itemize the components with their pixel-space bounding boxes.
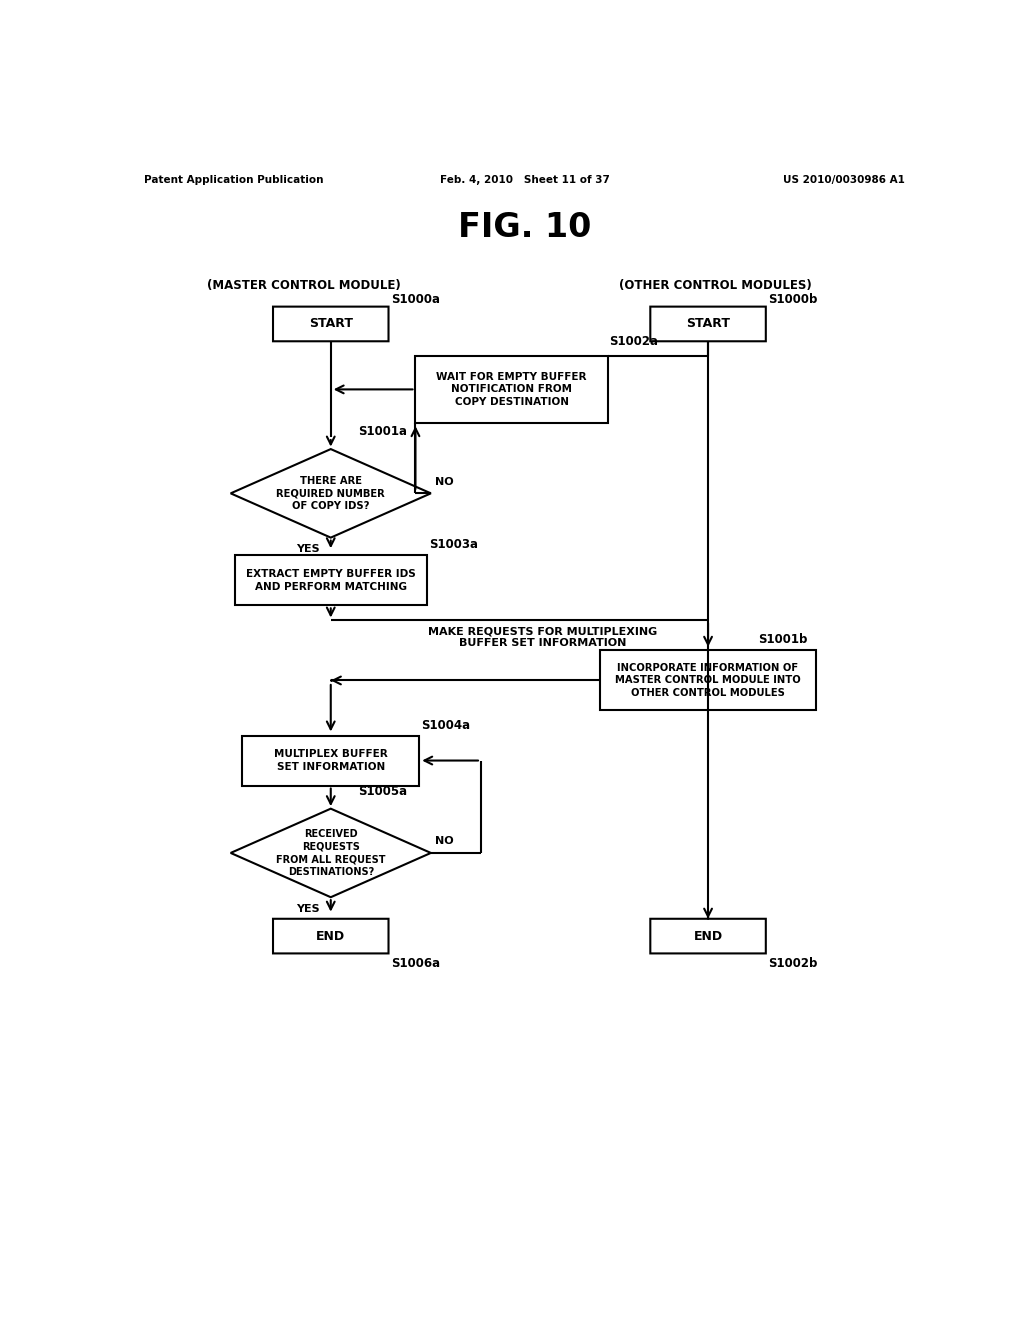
Polygon shape xyxy=(230,449,431,537)
FancyBboxPatch shape xyxy=(273,306,388,342)
Text: S1001b: S1001b xyxy=(758,634,808,647)
Text: START: START xyxy=(686,317,730,330)
Text: EXTRACT EMPTY BUFFER IDS
AND PERFORM MATCHING: EXTRACT EMPTY BUFFER IDS AND PERFORM MAT… xyxy=(246,569,416,591)
Text: INCORPORATE INFORMATION OF
MASTER CONTROL MODULE INTO
OTHER CONTROL MODULES: INCORPORATE INFORMATION OF MASTER CONTRO… xyxy=(615,663,801,698)
Text: S1002b: S1002b xyxy=(768,957,817,970)
Text: S1001a: S1001a xyxy=(357,425,407,438)
Text: Patent Application Publication: Patent Application Publication xyxy=(144,176,324,185)
Bar xyxy=(416,355,608,424)
Text: YES: YES xyxy=(296,904,319,913)
Text: S1002a: S1002a xyxy=(609,335,658,348)
Text: FIG. 10: FIG. 10 xyxy=(458,211,592,244)
Text: S1000b: S1000b xyxy=(768,293,817,306)
Text: NO: NO xyxy=(435,477,454,487)
Text: Feb. 4, 2010   Sheet 11 of 37: Feb. 4, 2010 Sheet 11 of 37 xyxy=(440,176,609,185)
Text: MAKE REQUESTS FOR MULTIPLEXING
BUFFER SET INFORMATION: MAKE REQUESTS FOR MULTIPLEXING BUFFER SE… xyxy=(428,627,657,648)
Bar xyxy=(600,651,816,710)
Polygon shape xyxy=(230,809,431,898)
FancyBboxPatch shape xyxy=(273,919,388,953)
Text: END: END xyxy=(693,929,723,942)
Text: US 2010/0030986 A1: US 2010/0030986 A1 xyxy=(782,176,904,185)
Bar xyxy=(234,556,427,606)
FancyBboxPatch shape xyxy=(650,919,766,953)
Text: WAIT FOR EMPTY BUFFER
NOTIFICATION FROM
COPY DESTINATION: WAIT FOR EMPTY BUFFER NOTIFICATION FROM … xyxy=(436,372,587,407)
Text: (MASTER CONTROL MODULE): (MASTER CONTROL MODULE) xyxy=(207,279,400,292)
Text: YES: YES xyxy=(296,544,319,554)
Text: RECEIVED
REQUESTS
FROM ALL REQUEST
DESTINATIONS?: RECEIVED REQUESTS FROM ALL REQUEST DESTI… xyxy=(276,829,385,876)
Text: NO: NO xyxy=(435,837,454,846)
Text: S1003a: S1003a xyxy=(429,539,478,552)
Text: S1004a: S1004a xyxy=(421,718,470,731)
Bar xyxy=(243,735,419,785)
Text: START: START xyxy=(309,317,352,330)
Text: S1006a: S1006a xyxy=(391,957,440,970)
Text: MULTIPLEX BUFFER
SET INFORMATION: MULTIPLEX BUFFER SET INFORMATION xyxy=(273,750,388,772)
Text: THERE ARE
REQUIRED NUMBER
OF COPY IDS?: THERE ARE REQUIRED NUMBER OF COPY IDS? xyxy=(276,477,385,511)
Text: END: END xyxy=(316,929,345,942)
Text: S1000a: S1000a xyxy=(391,293,440,306)
Text: S1005a: S1005a xyxy=(357,785,407,797)
FancyBboxPatch shape xyxy=(650,306,766,342)
Text: (OTHER CONTROL MODULES): (OTHER CONTROL MODULES) xyxy=(620,279,812,292)
